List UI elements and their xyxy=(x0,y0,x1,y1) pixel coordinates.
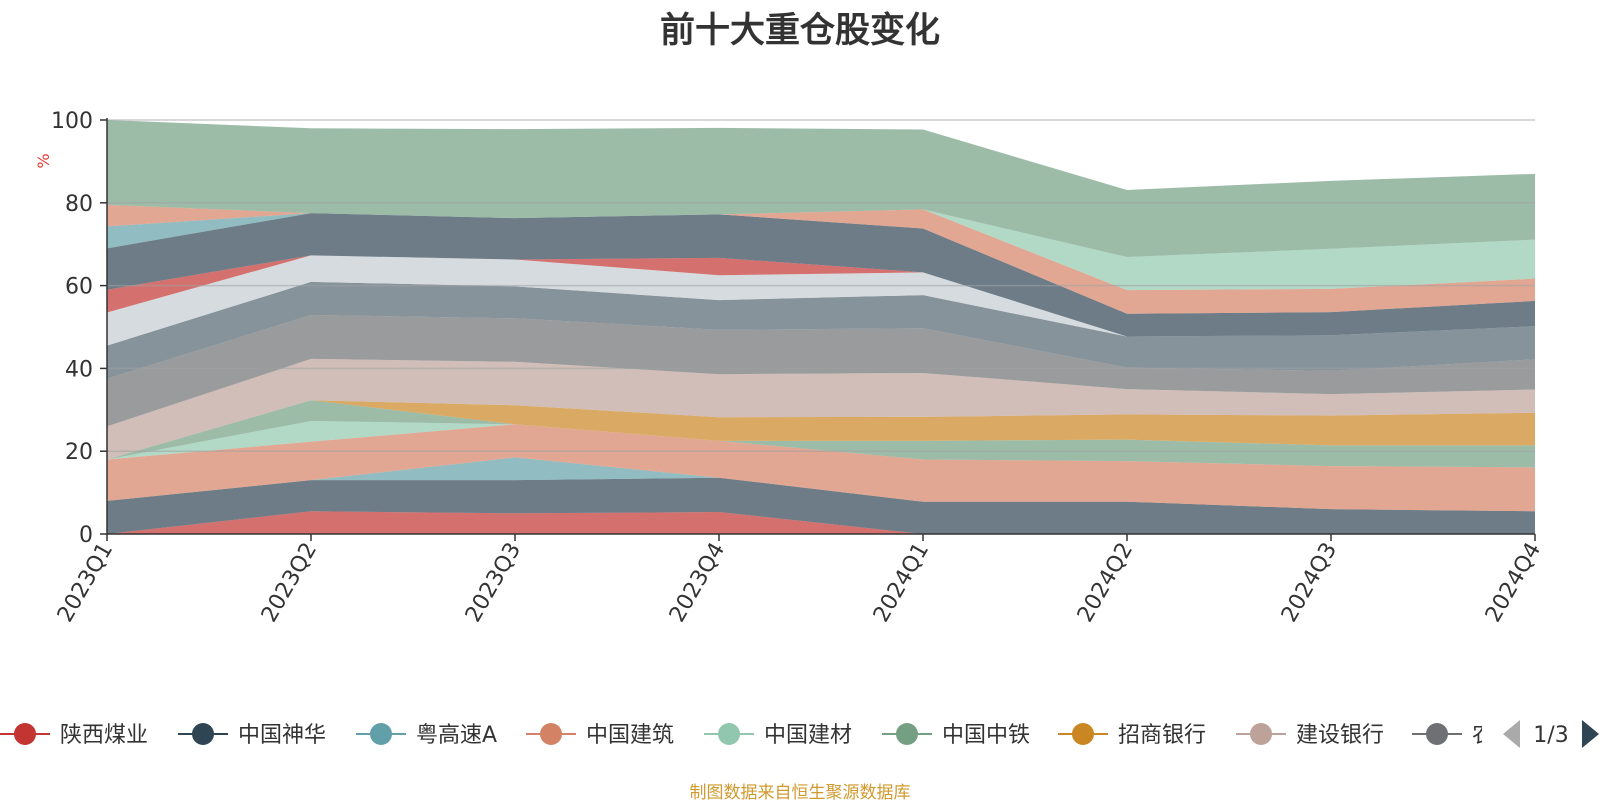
legend-marker xyxy=(1250,723,1272,745)
legend-marker xyxy=(1426,723,1448,745)
x-tick-label: 2023Q1 xyxy=(53,539,118,627)
legend-marker xyxy=(896,723,918,745)
y-tick-label: 60 xyxy=(65,275,93,300)
legend-marker xyxy=(370,723,392,745)
area-series-11 xyxy=(107,255,1535,346)
legend-item[interactable]: 中国中铁 xyxy=(882,723,1030,748)
area-series-10 xyxy=(107,281,1535,379)
legend-label: 中国建材 xyxy=(764,723,852,748)
x-tick-label: 2024Q3 xyxy=(1277,539,1342,627)
legend-label: 陕西煤业 xyxy=(60,723,148,748)
legend-item[interactable]: 农 xyxy=(1412,723,1494,748)
y-tick-label: 100 xyxy=(51,109,93,134)
source-footer: 制图数据来自恒生聚源数据库 xyxy=(689,783,911,803)
legend-marker xyxy=(1072,723,1094,745)
legend-marker xyxy=(14,723,36,745)
area-series-12 xyxy=(107,255,1535,337)
legend-item[interactable]: 陕西煤业 xyxy=(0,723,148,748)
y-tick-label: 20 xyxy=(65,440,93,465)
x-tick-label: 2023Q3 xyxy=(461,539,526,627)
x-tick-label: 2024Q2 xyxy=(1073,539,1138,627)
legend-item[interactable]: 建设银行 xyxy=(1236,723,1384,748)
area-series-13 xyxy=(107,213,1535,337)
area-series-17 xyxy=(107,120,1535,258)
legend-label: 建设银行 xyxy=(1296,723,1384,748)
legend-item[interactable]: 中国建材 xyxy=(704,723,852,748)
area-series-7 xyxy=(107,400,1535,460)
area-series-4 xyxy=(107,424,1535,512)
area-series-1 xyxy=(107,511,1535,534)
pager-prev-arrow-icon[interactable] xyxy=(1503,720,1520,748)
x-tick-label: 2024Q1 xyxy=(869,539,934,627)
area-series-2 xyxy=(107,477,1535,534)
legend-item[interactable]: 招商银行 xyxy=(1058,723,1206,748)
area-chart: 0 20 40 60 80 100% 2023Q1 2023Q2 2023Q3 2023Q4 202… xyxy=(34,109,1546,627)
area-series-15 xyxy=(107,204,1535,314)
y-axis-label: % xyxy=(34,153,53,168)
pager-count: 1/3 xyxy=(1533,723,1568,748)
y-tick-label: 80 xyxy=(65,192,93,217)
legend-item[interactable]: 中国神华 xyxy=(178,723,326,748)
legend-label: 中国中铁 xyxy=(942,723,1030,748)
legend: 陕西煤业 中国神华 粤高速A 中国建筑 中国建材 中国中铁 招商银行 建设银行 农 1/3 xyxy=(0,720,1599,748)
legend-item[interactable]: 中国建筑 xyxy=(526,723,674,748)
x-tick-label: 2023Q4 xyxy=(665,539,730,627)
area-series-8 xyxy=(107,358,1535,460)
legend-label: 招商银行 xyxy=(1118,723,1206,748)
legend-label: 中国神华 xyxy=(238,723,326,748)
pager-next-arrow-icon[interactable] xyxy=(1582,720,1599,748)
area-series-16 xyxy=(107,204,1535,291)
legend-marker xyxy=(192,723,214,745)
area-series-3 xyxy=(107,457,1535,512)
y-tick-label: 40 xyxy=(65,357,93,382)
y-tick-label: 0 xyxy=(79,523,93,548)
area-series-9 xyxy=(107,314,1535,427)
legend-items: 陕西煤业 中国神华 粤高速A 中国建筑 中国建材 中国中铁 招商银行 建设银行 农 xyxy=(0,723,1494,748)
legend-item[interactable]: 粤高速A xyxy=(356,723,497,748)
chart-title: 前十大重仓股变化 xyxy=(659,11,940,51)
legend-label: 中国建筑 xyxy=(586,723,674,748)
legend-label: 粤高速A xyxy=(416,723,497,748)
x-tick-label: 2024Q4 xyxy=(1481,539,1546,627)
x-tick-label: 2023Q2 xyxy=(257,539,322,627)
legend-marker xyxy=(540,723,562,745)
legend-marker xyxy=(718,723,740,745)
legend-label: 农 xyxy=(1472,723,1494,748)
area-series-14 xyxy=(107,213,1535,314)
